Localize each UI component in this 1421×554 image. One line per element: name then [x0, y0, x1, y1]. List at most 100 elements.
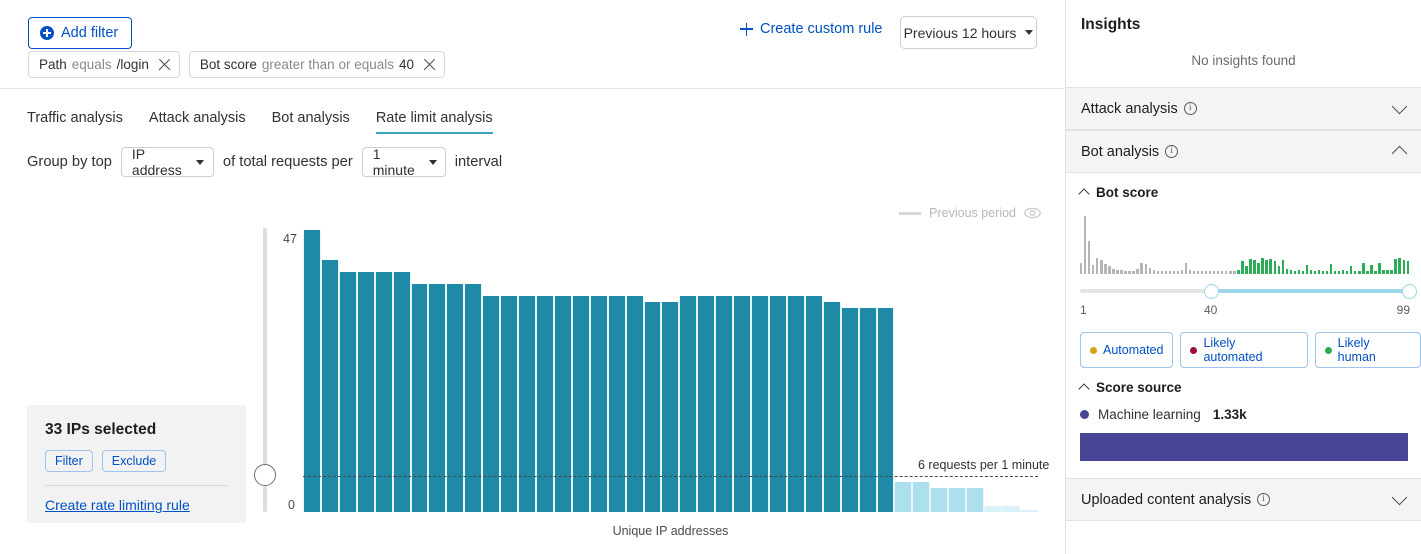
group-by-middle-label: of total requests per — [222, 154, 353, 170]
badge-likely-human[interactable]: Likely human — [1314, 332, 1421, 368]
info-icon[interactable]: i — [1165, 145, 1179, 158]
add-filter-button[interactable]: Add filter — [28, 17, 133, 49]
histogram-bar — [1184, 262, 1188, 274]
selection-slider-track[interactable] — [263, 228, 267, 512]
histogram-bar — [1148, 267, 1151, 274]
bar[interactable] — [984, 506, 1002, 512]
bar[interactable] — [768, 296, 787, 512]
create-custom-rule-button[interactable]: Create custom rule — [740, 21, 883, 37]
bar[interactable] — [948, 488, 967, 512]
chip-value: /login — [116, 57, 149, 72]
histogram-bar — [1398, 257, 1401, 274]
tab-attack-analysis[interactable]: Attack analysis — [148, 110, 246, 126]
histogram-bar — [1257, 262, 1260, 274]
group-by-suffix-label: interval — [454, 154, 503, 170]
bar[interactable] — [858, 308, 877, 512]
histogram-bar — [1366, 271, 1369, 274]
bar[interactable] — [410, 284, 429, 512]
bar[interactable] — [876, 308, 895, 512]
bar[interactable] — [374, 272, 393, 512]
histogram-bar — [1100, 260, 1103, 274]
previous-period-line-swatch — [899, 211, 922, 215]
histogram-bar — [1080, 262, 1083, 274]
histogram-bar — [1293, 271, 1296, 274]
create-custom-rule-label: Create custom rule — [760, 21, 883, 37]
bar[interactable] — [751, 296, 769, 512]
bar[interactable] — [1019, 510, 1038, 512]
y-axis-max-label: 47 — [283, 232, 297, 246]
bar[interactable] — [553, 296, 572, 512]
tab-traffic-analysis[interactable]: Traffic analysis — [27, 110, 123, 126]
range-handle-min[interactable] — [1204, 284, 1220, 299]
bar[interactable] — [320, 260, 339, 512]
bar[interactable] — [464, 284, 483, 512]
histogram-bar — [1168, 271, 1172, 274]
section-attack-analysis[interactable]: Attack analysis i — [1066, 87, 1421, 130]
bar[interactable] — [446, 284, 465, 512]
tab-bot-analysis[interactable]: Bot analysis — [271, 110, 350, 126]
histogram-bar — [1209, 271, 1212, 274]
bar[interactable] — [930, 488, 949, 512]
bar[interactable] — [786, 296, 805, 512]
time-range-select[interactable]: Previous 12 hours — [900, 16, 1037, 49]
bar[interactable] — [625, 296, 644, 512]
exclude-button[interactable]: Exclude — [101, 450, 167, 472]
bar[interactable] — [356, 272, 375, 512]
info-icon[interactable]: i — [1183, 102, 1197, 115]
bar[interactable] — [535, 296, 554, 512]
bar[interactable] — [661, 302, 680, 512]
bar[interactable] — [482, 296, 501, 512]
bar[interactable] — [643, 302, 662, 512]
bar[interactable] — [715, 296, 734, 512]
bar[interactable] — [589, 296, 608, 512]
badge-automated[interactable]: Automated — [1080, 332, 1174, 368]
bar[interactable] — [697, 296, 716, 512]
bar[interactable] — [822, 302, 841, 512]
filter-chip-bot-score[interactable]: Bot score greater than or equals 40 — [188, 51, 446, 78]
close-icon[interactable] — [423, 58, 436, 71]
filter-button[interactable]: Filter — [45, 450, 93, 472]
section-bot-analysis[interactable]: Bot analysis i — [1066, 130, 1421, 173]
range-handle-max[interactable] — [1402, 284, 1417, 299]
tab-rate-limit-analysis[interactable]: Rate limit analysis — [375, 110, 493, 134]
histogram-bar — [1140, 262, 1143, 274]
bar[interactable] — [571, 296, 590, 512]
bar[interactable] — [500, 296, 519, 512]
bar[interactable] — [912, 482, 931, 512]
score-source-subsection-header[interactable]: Score source — [1066, 368, 1421, 395]
histogram-bar — [1229, 271, 1232, 274]
create-rate-limiting-rule-link[interactable]: Create rate limiting rule — [45, 497, 190, 513]
bar[interactable] — [428, 284, 447, 512]
bar[interactable] — [518, 296, 536, 512]
bar[interactable] — [679, 296, 698, 512]
histogram-bar — [1350, 266, 1353, 274]
histogram-bar — [1225, 271, 1228, 274]
bar[interactable] — [733, 296, 752, 512]
histogram-bar — [1406, 261, 1409, 274]
bar[interactable] — [840, 308, 859, 512]
badge-likely-automated[interactable]: Likely automated — [1180, 332, 1308, 368]
eye-icon[interactable] — [1024, 207, 1041, 219]
bar[interactable] — [804, 296, 823, 512]
interval-select[interactable]: 1 minute — [361, 146, 446, 178]
chevron-down-icon — [195, 159, 204, 165]
bar[interactable] — [1001, 506, 1020, 512]
section-uploaded-content-analysis[interactable]: Uploaded content analysis i — [1066, 478, 1421, 521]
bar[interactable] — [338, 272, 357, 512]
bar[interactable] — [894, 482, 913, 512]
range-fill — [1211, 289, 1410, 293]
bar[interactable] — [607, 296, 626, 512]
group-by-dimension-select[interactable]: IP address — [120, 146, 214, 178]
bar[interactable] — [303, 230, 321, 512]
bot-score-subsection-header[interactable]: Bot score — [1066, 173, 1421, 200]
close-icon[interactable] — [158, 58, 171, 71]
bot-score-range-slider[interactable] — [1080, 283, 1417, 299]
bar[interactable] — [966, 488, 985, 512]
filter-chip-path[interactable]: Path equals /login — [28, 51, 180, 78]
histogram-bar — [1333, 271, 1337, 274]
info-icon[interactable]: i — [1257, 493, 1271, 506]
histogram-bar — [1370, 265, 1373, 274]
chart-legend[interactable]: Previous period — [899, 206, 1041, 220]
selection-slider-handle[interactable] — [254, 464, 276, 486]
bar[interactable] — [392, 272, 411, 512]
